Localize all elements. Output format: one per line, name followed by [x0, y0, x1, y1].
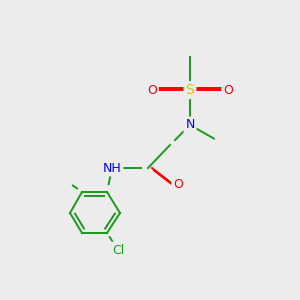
- Text: N: N: [185, 118, 195, 131]
- Text: Cl: Cl: [112, 244, 124, 256]
- Text: O: O: [173, 178, 183, 191]
- Text: O: O: [147, 83, 157, 97]
- Text: S: S: [186, 83, 194, 97]
- Text: O: O: [223, 83, 233, 97]
- Text: NH: NH: [103, 161, 122, 175]
